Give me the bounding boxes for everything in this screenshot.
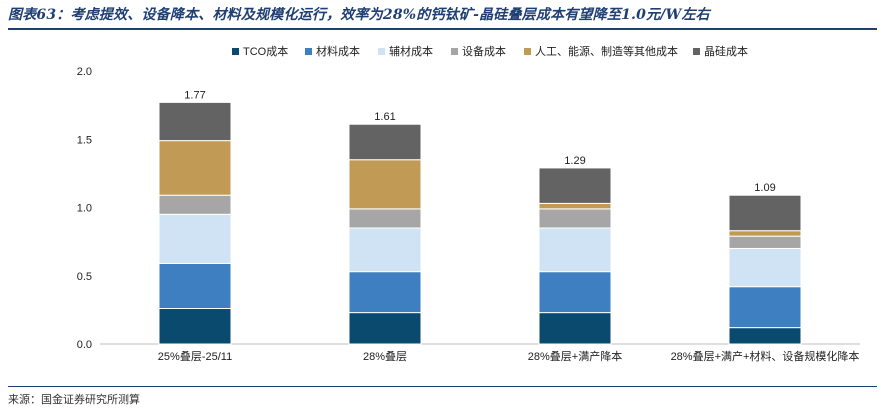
x-tick-label-1: 28%叠层 [363,350,407,363]
bar-segment-1-1 [348,271,422,314]
bar-segment-0-5 [158,101,232,142]
x-tick-label-2: 28%叠层+满产降本 [528,349,622,363]
bar-segment-0-2 [158,213,232,264]
bar-segment-3-0 [728,327,802,345]
x-tick-label-3: 28%叠层+满产+材料、设备规模化降本 [671,349,860,363]
bar-segment-3-5 [728,194,802,232]
bar-segment-3-2 [728,247,802,288]
bar-segment-2-2 [538,227,612,273]
x-tick-label-0: 25%叠层-25/11 [158,350,232,363]
chart-title: 图表63：考虑提效、设备降本、材料及规模化运行，效率为28%的钙钛矿-晶硅叠层成… [8,7,710,23]
y-tick-label-1: 0.5 [77,271,92,283]
bar-segment-1-3 [348,208,422,229]
legend-swatch-2 [378,48,385,55]
legend-label-1: 材料成本 [316,44,360,58]
total-label-1: 1.61 [374,111,395,123]
legend-swatch-5 [693,48,700,55]
bar-segment-1-2 [348,227,422,273]
legend-label-5: 晶硅成本 [704,44,748,58]
y-tick-label-3: 1.5 [77,134,92,146]
legend-swatch-1 [305,48,312,55]
bar-segment-0-1 [158,262,232,310]
bar-segment-0-0 [158,308,232,345]
bar-segment-0-4 [158,140,232,196]
y-tick-label-0: 0.0 [77,339,92,351]
bar-segment-1-0 [348,312,422,345]
bar-segment-2-4 [538,202,612,210]
title-bar: 图表63：考虑提效、设备降本、材料及规模化运行，效率为28%的钙钛矿-晶硅叠层成… [8,4,877,30]
legend-label-2: 辅材成本 [389,44,433,58]
legend-label-0: TCO成本 [243,44,288,58]
legend-swatch-3 [451,48,458,55]
bar-segment-2-3 [538,208,612,229]
bar-segment-2-1 [538,271,612,314]
bar-segment-0-3 [158,194,232,215]
legend-swatch-4 [524,48,531,55]
bar-segment-1-4 [348,159,422,210]
bar-segment-3-3 [728,235,802,249]
source-note: 来源：国金证券研究所测算 [8,393,140,406]
legend-label-4: 人工、能源、制造等其他成本 [535,44,678,58]
bar-segment-2-0 [538,312,612,345]
total-label-3: 1.09 [754,182,775,194]
total-label-0: 1.77 [184,89,205,101]
total-label-2: 1.29 [564,155,585,167]
y-tick-label-2: 1.0 [77,203,92,215]
bar-segment-3-4 [728,230,802,237]
bar-segment-1-5 [348,123,422,161]
bar-segment-3-1 [728,286,802,329]
bar-segment-2-5 [538,167,612,204]
legend-label-3: 设备成本 [462,44,506,58]
source-divider [8,386,877,387]
y-tick-label-4: 2.0 [77,66,92,78]
stacked-bar-chart: TCO成本 材料成本 辅材成本 设备成本 人工、能源、制造等其他成本 晶硅成本 0.0 0.5… [77,44,860,363]
legend-swatch-0 [232,48,239,55]
